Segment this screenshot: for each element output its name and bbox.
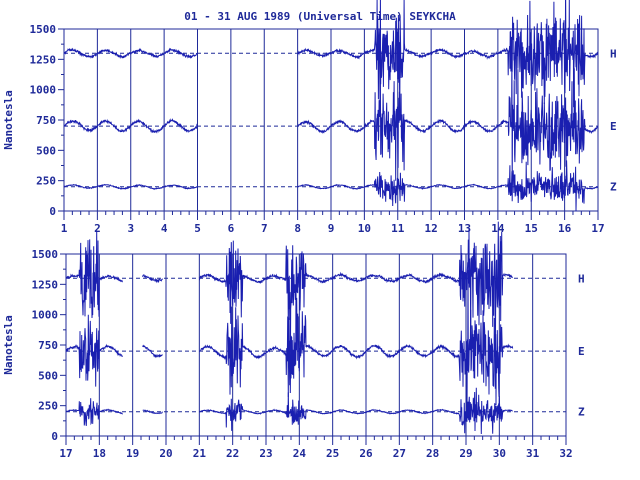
panel-days-1-17: 1 2 3 4 5 6 7 8 9 10 11 12 13 14 15 16 17025050075010001… xyxy=(2,0,617,235)
y-tick-label: 250 xyxy=(36,175,56,188)
y-axis-label: Nanotesla xyxy=(2,315,15,375)
x-tick-label: 2 xyxy=(94,222,101,235)
x-tick-label: 27 xyxy=(393,447,406,460)
x-tick-label: 18 xyxy=(93,447,106,460)
component-label-Z: Z xyxy=(578,406,585,419)
trace-Z xyxy=(297,160,599,212)
x-tick-label: 15 xyxy=(525,222,538,235)
x-tick-label: 23 xyxy=(259,447,272,460)
x-tick-label: 7 xyxy=(261,222,268,235)
x-tick-label: 21 xyxy=(193,447,207,460)
y-tick-label: 1500 xyxy=(32,248,59,261)
y-tick-label: 1250 xyxy=(32,278,59,291)
x-tick-label: 31 xyxy=(526,447,540,460)
y-tick-label: 1250 xyxy=(30,53,57,66)
trace-H xyxy=(63,47,198,59)
x-tick-label: 12 xyxy=(425,222,438,235)
component-label-E: E xyxy=(610,120,617,133)
y-tick-label: 1000 xyxy=(30,84,57,97)
y-axis-label: Nanotesla xyxy=(2,90,15,150)
x-tick-label: 25 xyxy=(326,447,339,460)
trace-E xyxy=(297,50,599,186)
x-tick-label: 16 xyxy=(558,222,572,235)
trace-E xyxy=(142,344,163,359)
trace-Z xyxy=(63,183,198,191)
x-tick-label: 4 xyxy=(161,222,168,235)
component-label-H: H xyxy=(610,47,617,60)
panel-days-17-32: 17 18 19 20 21 22 23 24 25 26 27 28 29 30 31 3202505007… xyxy=(2,221,585,460)
y-tick-label: 1500 xyxy=(30,23,57,36)
x-tick-label: 22 xyxy=(226,447,239,460)
trace-E xyxy=(65,314,124,387)
trace-Z xyxy=(199,387,513,435)
trace-H xyxy=(142,274,163,284)
x-tick-label: 24 xyxy=(293,447,307,460)
component-label-Z: Z xyxy=(610,181,617,194)
x-tick-label: 5 xyxy=(194,222,201,235)
trace-E xyxy=(198,269,514,422)
x-tick-label: 6 xyxy=(228,222,235,235)
x-tick-label: 8 xyxy=(294,222,301,235)
x-tick-label: 28 xyxy=(426,447,439,460)
x-tick-label: 17 xyxy=(591,222,604,235)
trace-E xyxy=(64,118,198,134)
y-tick-label: 0 xyxy=(49,205,56,218)
component-label-H: H xyxy=(578,272,585,285)
x-tick-label: 30 xyxy=(493,447,506,460)
y-tick-label: 750 xyxy=(38,339,58,352)
x-tick-label: 9 xyxy=(328,222,335,235)
y-tick-label: 750 xyxy=(36,114,56,127)
x-tick-label: 11 xyxy=(391,222,405,235)
x-tick-label: 29 xyxy=(459,447,472,460)
y-tick-label: 0 xyxy=(51,430,58,443)
x-tick-label: 19 xyxy=(126,447,139,460)
y-tick-label: 500 xyxy=(36,144,56,157)
y-tick-label: 500 xyxy=(38,369,58,382)
chart-title: 01 - 31 AUG 1989 (Universal Time) SEYKCH… xyxy=(184,10,456,23)
trace-H xyxy=(198,221,513,376)
x-tick-label: 20 xyxy=(159,447,172,460)
component-label-E: E xyxy=(578,345,585,358)
x-tick-label: 26 xyxy=(359,447,373,460)
x-tick-label: 10 xyxy=(358,222,371,235)
y-tick-label: 250 xyxy=(38,400,58,413)
trace-Z xyxy=(142,409,163,415)
y-tick-label: 1000 xyxy=(32,309,59,322)
trace-Z xyxy=(65,398,123,426)
trace-H xyxy=(65,230,123,319)
x-tick-label: 13 xyxy=(458,222,471,235)
trace-H xyxy=(297,0,599,117)
x-tick-label: 17 xyxy=(59,447,72,460)
x-tick-label: 1 xyxy=(61,222,68,235)
x-tick-label: 3 xyxy=(127,222,134,235)
x-tick-label: 32 xyxy=(559,447,572,460)
